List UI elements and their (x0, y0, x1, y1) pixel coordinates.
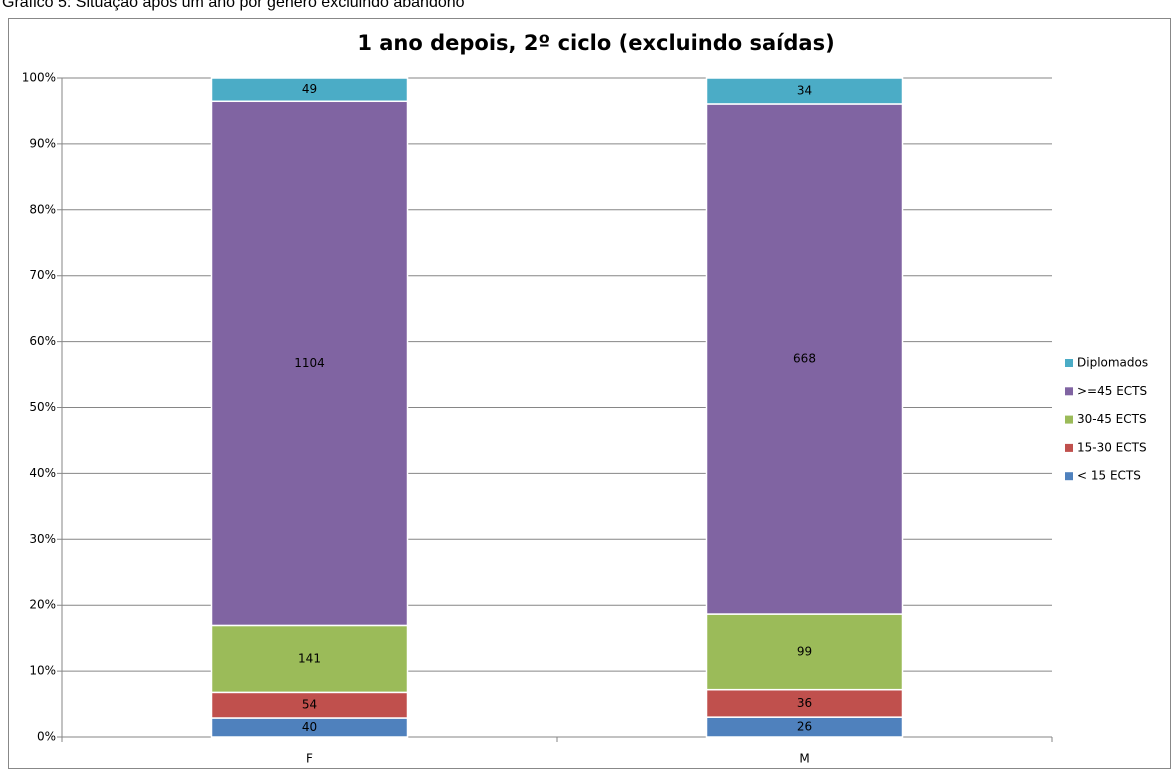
y-tick-label: 30% (29, 532, 56, 546)
legend-label: Diplomados (1077, 356, 1148, 370)
data-label: 668 (793, 352, 816, 366)
data-label: 54 (302, 698, 317, 712)
bar-segment (210, 77, 409, 103)
data-label: 99 (797, 644, 812, 658)
data-label: 36 (797, 696, 812, 710)
legend-label: >=45 ECTS (1077, 384, 1147, 398)
y-tick-label: 70% (29, 268, 56, 282)
x-tick-label: F (306, 752, 313, 766)
data-label: 141 (298, 651, 321, 665)
legend-swatch (1065, 387, 1073, 396)
legend-label: 30-45 ECTS (1077, 412, 1147, 426)
data-label: 40 (302, 720, 317, 734)
legend-label: 15-30 ECTS (1077, 440, 1147, 454)
bar-segment (210, 624, 409, 694)
y-tick-label: 80% (29, 202, 56, 216)
y-tick-label: 40% (29, 466, 56, 480)
bar-segment (705, 613, 904, 691)
y-tick-label: 50% (29, 400, 56, 414)
y-tick-label: 0% (37, 730, 56, 744)
bar-segment (705, 103, 904, 615)
legend-swatch (1065, 359, 1073, 367)
y-tick-label: 60% (29, 334, 56, 348)
data-label: 1104 (294, 356, 325, 370)
legend-swatch (1065, 472, 1073, 481)
data-label: 49 (302, 82, 317, 96)
y-tick-label: 20% (29, 598, 56, 612)
chart-frame (8, 18, 1171, 769)
legend-swatch (1065, 415, 1073, 424)
x-tick-label: M (799, 752, 809, 766)
y-tick-label: 10% (29, 664, 56, 678)
legend-swatch (1065, 443, 1073, 452)
y-tick-label: 100% (22, 71, 56, 85)
caption: Gráfico 5: Situação após um ano por géne… (2, 0, 465, 11)
bar-segment (705, 688, 904, 718)
bar-segment (210, 100, 409, 627)
data-label: 34 (797, 83, 812, 97)
bar-segment (210, 691, 409, 719)
legend-label: < 15 ECTS (1077, 469, 1141, 483)
y-tick-label: 90% (29, 136, 56, 150)
bar-segment (705, 77, 904, 105)
chart-title: 1 ano depois, 2º ciclo (excluindo saídas… (357, 31, 834, 55)
data-label: 26 (797, 720, 812, 734)
